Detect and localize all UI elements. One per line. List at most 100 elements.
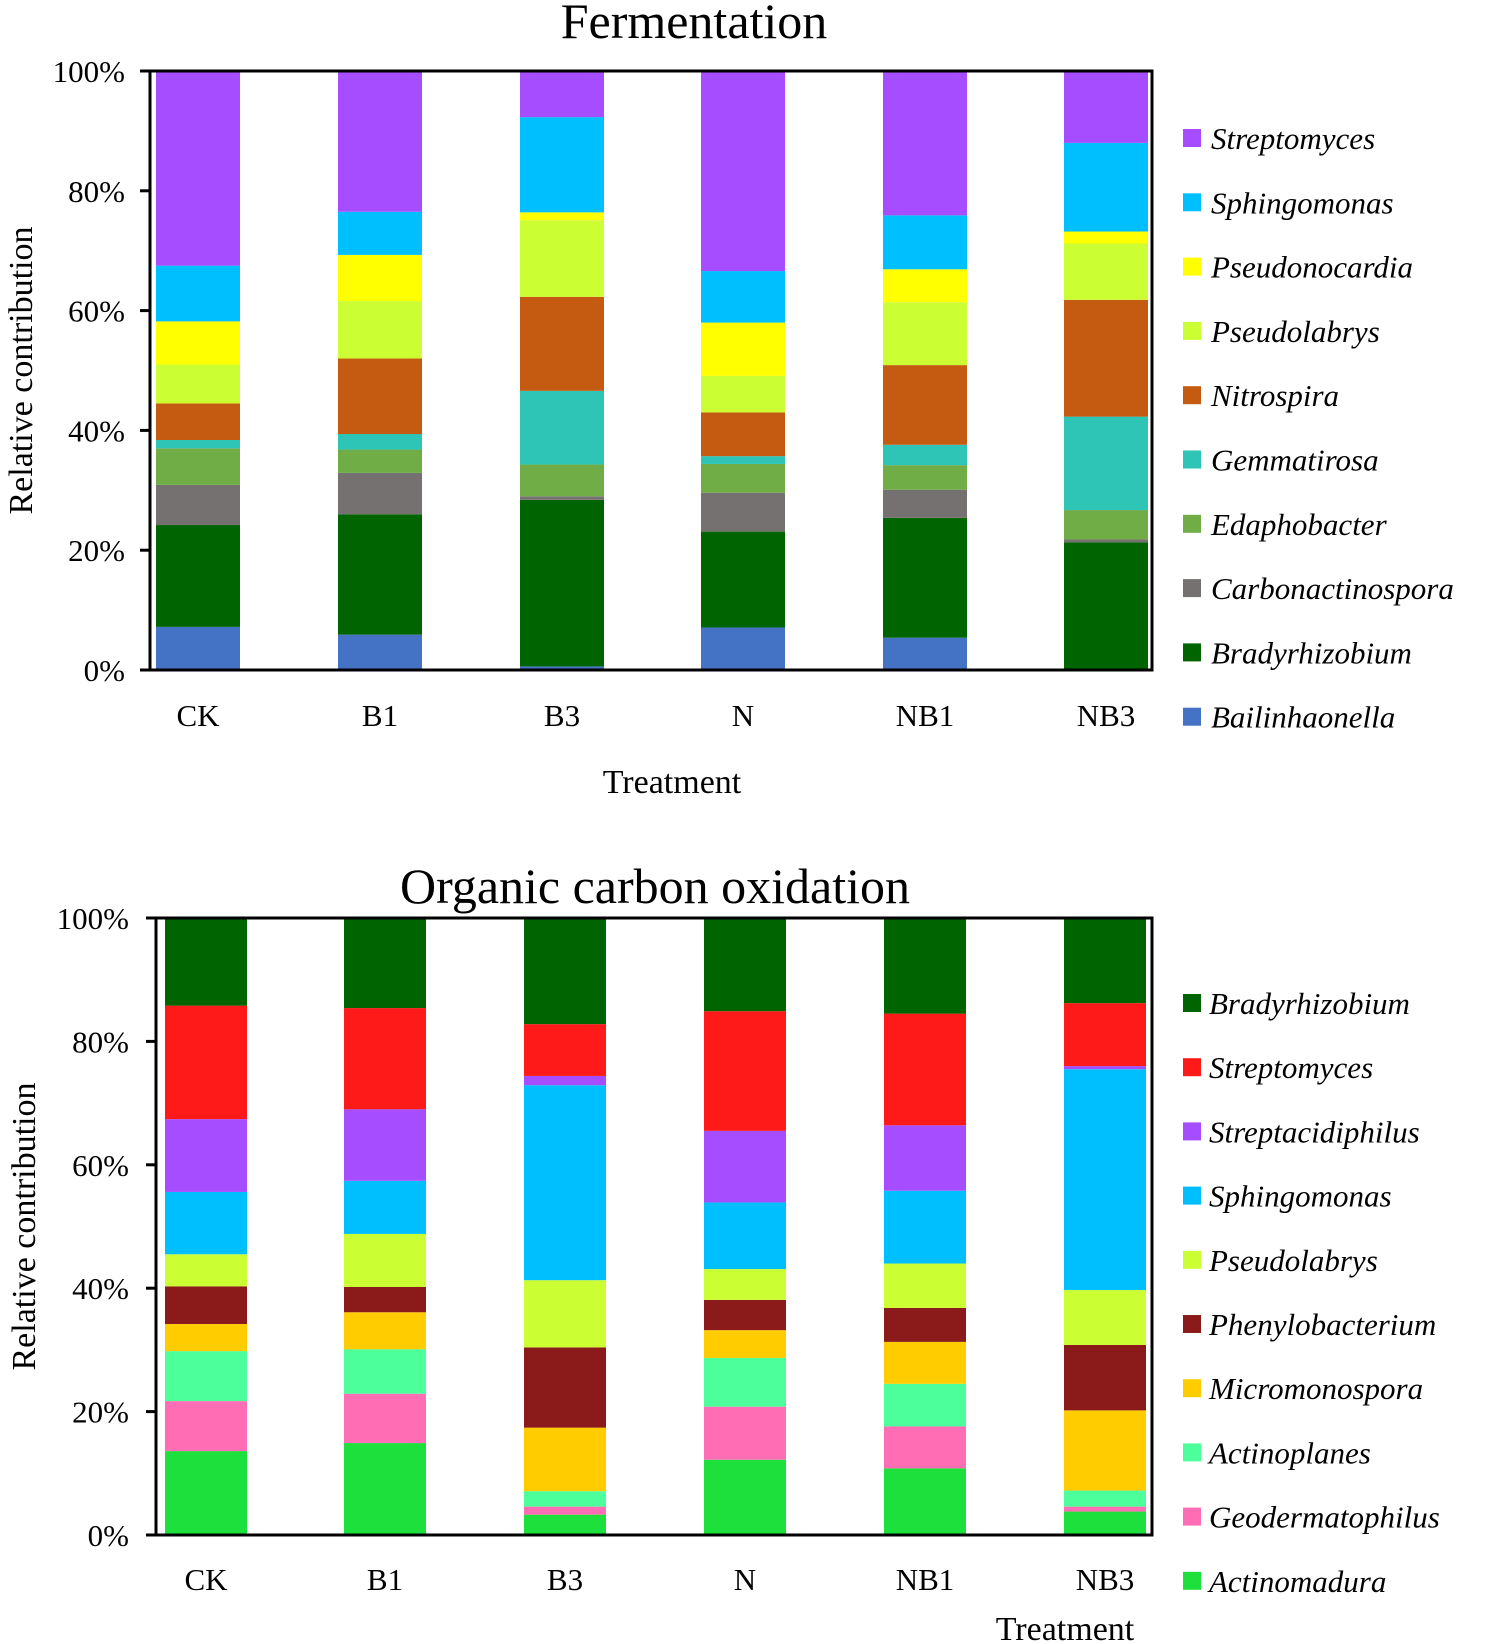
bar-segment-nb3-actinoplanes <box>1064 1490 1146 1507</box>
bar-segment-b3-bailinhaonella <box>520 666 604 670</box>
bar-segment-ck-geodermatophilus <box>165 1401 247 1452</box>
y-tick-label-100: 100% <box>57 901 129 936</box>
bar-segment-nb1-bailinhaonella <box>883 637 967 670</box>
bar-segment-nb3-streptomyces <box>1064 71 1148 143</box>
bar-segment-b3-sphingomonas <box>520 117 604 213</box>
bar-segment-nb1-carbonactinospora <box>883 489 967 518</box>
bar-segment-b1-edaphobacter <box>338 449 422 473</box>
bar-segment-b3-pseudonocardia <box>520 212 604 221</box>
legend-label-streptomyces: Streptomyces <box>1211 121 1375 156</box>
bar-segment-b1-phenylobacterium <box>344 1286 426 1313</box>
bar-segment-nb3-gemmatirosa <box>1064 416 1148 511</box>
y-tick-label-40: 40% <box>68 413 125 448</box>
legend-swatch-streptomyces <box>1183 129 1201 147</box>
bar-segment-nb3-pseudonocardia <box>1064 231 1148 244</box>
x-tick-label-n: N <box>732 698 754 733</box>
legend-swatch-pseudonocardia <box>1183 257 1201 276</box>
bar-segment-nb1-pseudonocardia <box>883 269 967 303</box>
y-tick-label-80: 80% <box>68 174 125 209</box>
legend-swatch-pseudolabrys <box>1183 1250 1201 1269</box>
bar-segment-n-streptomyces <box>701 71 785 272</box>
legend-label-streptacidiphilus: Streptacidiphilus <box>1209 1114 1420 1149</box>
bar-segment-b1-gemmatirosa <box>338 433 422 450</box>
bar-segment-b1-actinomadura <box>344 1443 426 1535</box>
chart-title-organic-carbon-oxidation: Organic carbon oxidation <box>400 858 910 914</box>
bar-segment-b3-bradyrhizobium <box>520 499 604 667</box>
bar-segment-ck-carbonactinospora <box>156 484 240 526</box>
legend-label-pseudonocardia: Pseudonocardia <box>1210 250 1413 285</box>
y-tick-label-20: 20% <box>68 533 125 568</box>
bar-segment-nb3-geodermatophilus <box>1064 1506 1146 1512</box>
legend-swatch-bailinhaonella <box>1183 707 1201 726</box>
legend-label-gemmatirosa: Gemmatirosa <box>1211 443 1379 478</box>
bar-segment-n-pseudonocardia <box>701 322 785 376</box>
bar-segment-ck-actinoplanes <box>165 1351 247 1402</box>
x-axis-title: Treatment <box>996 1611 1135 1644</box>
legend-swatch-sphingomonas <box>1183 1186 1201 1205</box>
y-tick-label-80: 80% <box>72 1024 129 1059</box>
bar-segment-b1-sphingomonas <box>344 1180 426 1234</box>
bar-segment-b3-actinoplanes <box>524 1491 606 1507</box>
bar-segment-n-geodermatophilus <box>704 1406 786 1460</box>
x-tick-label-b3: B3 <box>547 1562 583 1597</box>
bar-segment-n-bradyrhizobium <box>701 531 785 628</box>
bar-segment-n-nitrospira <box>701 412 785 457</box>
bar-segment-b1-bradyrhizobium <box>338 514 422 635</box>
legend-swatch-pseudolabrys <box>1183 321 1201 340</box>
legend-label-nitrospira: Nitrospira <box>1210 378 1339 413</box>
legend-swatch-bradyrhizobium <box>1183 643 1201 662</box>
x-tick-label-ck: CK <box>184 1562 228 1597</box>
bar-segment-nb1-pseudolabrys <box>884 1263 966 1308</box>
legend-swatch-carbonactinospora <box>1183 579 1201 598</box>
bar-segment-ck-pseudolabrys <box>165 1254 247 1287</box>
legend-label-sphingomonas: Sphingomonas <box>1209 1179 1392 1214</box>
bar-segment-b1-micromonospora <box>344 1312 426 1350</box>
bar-segment-b3-nitrospira <box>520 296 604 391</box>
bar-segment-b1-pseudolabrys <box>338 301 422 359</box>
bar-segment-nb1-sphingomonas <box>883 215 967 270</box>
bar-segment-ck-pseudonocardia <box>156 321 240 365</box>
bar-segment-nb3-bradyrhizobium <box>1064 918 1146 1004</box>
bar-segment-b1-pseudonocardia <box>338 254 422 302</box>
bar-segment-b1-carbonactinospora <box>338 472 422 515</box>
x-tick-label-n: N <box>734 1562 756 1597</box>
chart-title-fermentation: Fermentation <box>561 0 828 49</box>
x-tick-label-nb1: NB1 <box>896 1562 955 1597</box>
plot-area-frame <box>148 69 1154 672</box>
legend-swatch-bradyrhizobium <box>1183 994 1201 1012</box>
bar-segment-nb1-bradyrhizobium <box>883 517 967 638</box>
x-tick-label-ck: CK <box>176 698 220 733</box>
legend-label-micromonospora: Micromonospora <box>1208 1371 1423 1406</box>
legend-swatch-actinoplanes <box>1183 1443 1201 1462</box>
bar-segment-n-streptomyces <box>704 1011 786 1131</box>
bar-segment-n-sphingomonas <box>704 1202 786 1270</box>
bar-segment-nb1-micromonospora <box>884 1341 966 1384</box>
bar-segment-nb1-actinomadura <box>884 1468 966 1535</box>
y-tick-label-20: 20% <box>72 1395 129 1430</box>
bar-segment-n-streptacidiphilus <box>704 1130 786 1203</box>
bar-segment-b3-carbonactinospora <box>520 496 604 500</box>
bar-segment-nb1-streptacidiphilus <box>884 1125 966 1191</box>
bar-segment-ck-edaphobacter <box>156 448 240 485</box>
bar-segment-nb1-sphingomonas <box>884 1190 966 1264</box>
bar-segment-b1-geodermatophilus <box>344 1393 426 1444</box>
bar-segment-b3-streptomyces <box>524 1024 606 1076</box>
bar-segment-n-phenylobacterium <box>704 1299 786 1331</box>
y-tick-label-60: 60% <box>68 294 125 329</box>
legend-label-streptomyces: Streptomyces <box>1209 1050 1373 1085</box>
bar-segment-nb1-geodermatophilus <box>884 1426 966 1469</box>
bar-segment-nb1-phenylobacterium <box>884 1307 966 1342</box>
bar-segment-n-gemmatirosa <box>701 456 785 464</box>
bar-segment-ck-phenylobacterium <box>165 1286 247 1324</box>
x-tick-label-b1: B1 <box>367 1562 403 1597</box>
bar-segment-ck-bradyrhizobium <box>165 918 247 1006</box>
bar-segment-b1-streptomyces <box>338 71 422 212</box>
bar-segment-ck-actinomadura <box>165 1451 247 1535</box>
bar-segment-nb3-bradyrhizobium <box>1064 542 1148 669</box>
legend-label-actinoplanes: Actinoplanes <box>1207 1435 1371 1470</box>
bar-segment-b1-bailinhaonella <box>338 634 422 670</box>
legend-label-phenylobacterium: Phenylobacterium <box>1208 1307 1436 1342</box>
x-tick-label-nb1: NB1 <box>896 698 955 733</box>
bar-segment-b3-phenylobacterium <box>524 1347 606 1428</box>
